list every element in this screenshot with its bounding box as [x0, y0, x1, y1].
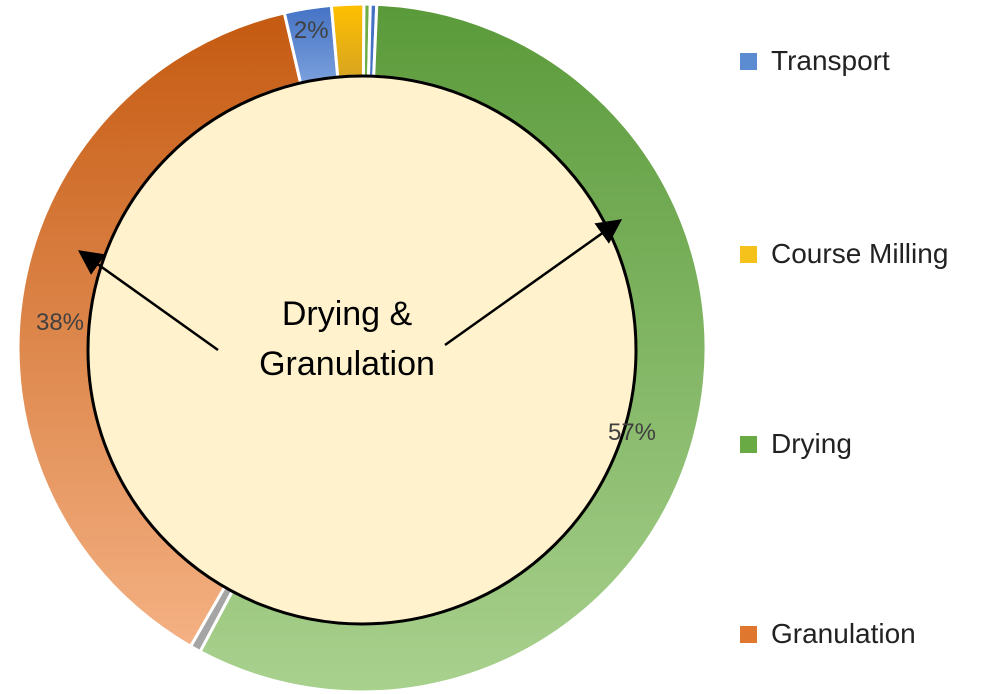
arrow-left — [77, 250, 219, 352]
legend-item-course-milling: Course Milling — [740, 238, 948, 270]
legend-label: Course Milling — [771, 238, 949, 269]
center-label-line2: Granulation — [259, 345, 435, 383]
legend-swatch — [740, 52, 757, 70]
legend-item-drying: Drying — [740, 428, 852, 460]
legend-label: Granulation — [771, 618, 916, 649]
legend-swatch — [740, 625, 757, 643]
data-label-transport: 2% — [294, 17, 329, 44]
slice-course-milling — [329, 2, 366, 79]
legend-label: Transport — [771, 45, 890, 76]
data-label-drying: 57% — [608, 419, 656, 446]
legend-item-granulation: Granulation — [740, 618, 916, 650]
legend-label: Drying — [771, 428, 852, 459]
center-label-line1: Drying & — [282, 295, 413, 333]
legend-swatch — [740, 245, 757, 263]
legend-swatch — [740, 435, 757, 453]
arrow-right — [444, 219, 623, 347]
legend-item-transport: Transport — [740, 45, 890, 77]
data-label-granulation: 38% — [36, 309, 84, 336]
center-circle — [86, 74, 638, 626]
